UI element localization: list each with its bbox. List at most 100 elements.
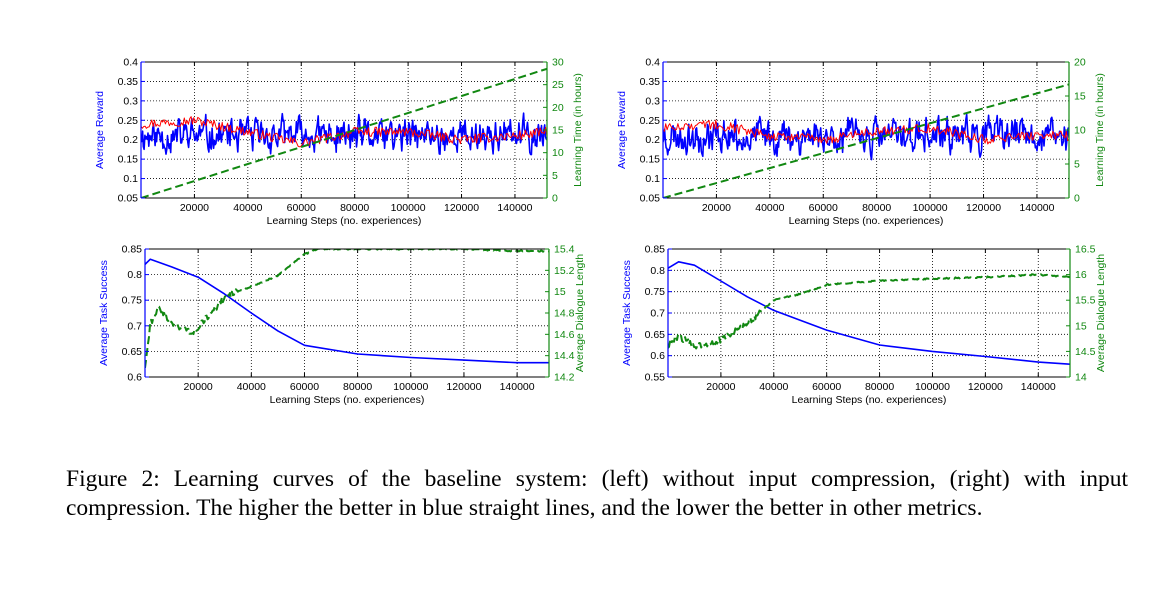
x-tick-label: 120000 [966,202,1001,214]
x-tick-label: 20000 [184,381,213,393]
y-axis-label: Average Task Success [98,260,110,366]
chart-bottom-right: 20000 40000 60000 80000 100000 120000 140000 0.… [621,244,1107,407]
y2-tick-label: 0 [552,193,558,205]
x-tick-label: 60000 [809,202,838,214]
series-group [145,249,549,369]
series-line-red [663,119,1069,145]
y-tick-label: 0.35 [118,76,139,88]
y-tick-label: 0.3 [123,95,138,107]
y-tick-label: 0.1 [645,173,660,185]
y-tick-label: 0.85 [645,244,666,256]
x-tick-label: 140000 [497,202,532,214]
series-line-green [141,67,547,198]
x-tick-label: 40000 [237,381,266,393]
y2-tick-label: 15 [1074,91,1086,103]
y-tick-label: 0.4 [123,57,138,69]
y-tick-label: 0.25 [118,115,139,127]
y2-tick-label: 14.8 [554,308,575,320]
y2-tick-label: 14 [1075,372,1087,384]
y2-tick-label: 10 [552,147,564,159]
y-tick-label: 0.7 [650,308,665,320]
y2-axis-label: Learning Time (in hours) [572,73,584,187]
series-line-green [663,83,1069,198]
y2-tick-label: 0 [1074,193,1080,205]
y-tick-label: 0.65 [122,346,143,358]
x-tick-label: 60000 [290,381,319,393]
y-tick-label: 0.15 [118,154,139,166]
y-tick-label: 0.85 [122,244,143,256]
y-tick-label: 0.8 [127,269,142,281]
series-line-red [141,116,547,148]
y-tick-label: 0.25 [640,115,661,127]
x-tick-label: 120000 [444,202,479,214]
y2-tick-label: 30 [552,57,564,69]
x-axis-label: Learning Steps (no. experiences) [267,215,422,227]
y-tick-label: 0.35 [640,76,661,88]
y2-tick-label: 20 [552,102,564,114]
y2-tick-label: 16 [1075,269,1087,281]
x-tick-label: 80000 [862,202,891,214]
x-axis-label: Learning Steps (no. experiences) [270,394,425,406]
x-tick-label: 120000 [968,381,1003,393]
y-tick-label: 0.2 [123,134,138,146]
x-tick-label: 60000 [812,381,841,393]
x-tick-label: 20000 [702,202,731,214]
y2-tick-label: 5 [552,170,558,182]
x-axis-label: Learning Steps (no. experiences) [792,394,947,406]
x-tick-label: 60000 [287,202,316,214]
y2-tick-label: 14.2 [554,372,575,384]
y2-tick-label: 25 [552,79,564,91]
chart-bottom-left: 20000 40000 60000 80000 100000 120000 140000 0.… [98,244,586,407]
x-tick-label: 40000 [759,381,788,393]
series-group [141,67,547,198]
series-line-blue [663,113,1069,161]
y2-tick-label: 5 [1074,159,1080,171]
x-tick-label: 20000 [180,202,209,214]
x-tick-label: 140000 [1021,381,1056,393]
y-tick-label: 0.7 [127,320,142,332]
y2-axis-label: Learning Time (in hours) [1094,73,1106,187]
x-tick-label: 100000 [913,202,948,214]
y-tick-label: 0.75 [645,286,666,298]
y-tick-label: 0.3 [645,95,660,107]
y-tick-label: 0.05 [640,193,661,205]
y2-axis-label: Average Dialogue Length [574,254,586,372]
chart-top-right: 20000 40000 60000 80000 100000 120000 140000 0.… [616,57,1106,228]
y-tick-label: 0.4 [645,57,660,69]
y-tick-label: 0.6 [650,350,665,362]
x-tick-label: 140000 [1019,202,1054,214]
y2-tick-label: 14.6 [554,329,575,341]
y-tick-label: 0.1 [123,173,138,185]
y2-tick-label: 20 [1074,57,1086,69]
y-tick-label: 0.05 [118,193,139,205]
x-tick-label: 80000 [343,381,372,393]
x-tick-label: 40000 [755,202,784,214]
y-tick-label: 0.75 [122,295,143,307]
y2-tick-label: 14.4 [554,350,575,362]
x-tick-label: 100000 [393,381,428,393]
y2-tick-label: 15 [552,125,564,137]
y2-tick-label: 15.2 [554,265,575,277]
series-line-blue [141,112,547,156]
y-tick-label: 0.6 [127,372,142,384]
x-tick-label: 120000 [446,381,481,393]
x-tick-label: 20000 [706,381,735,393]
y2-tick-label: 15.4 [554,244,575,256]
series-line-blue [145,258,549,364]
series-group [668,261,1070,365]
y2-tick-label: 15.5 [1075,295,1096,307]
x-tick-label: 40000 [233,202,262,214]
x-tick-label: 80000 [340,202,369,214]
x-axis-label: Learning Steps (no. experiences) [789,215,944,227]
series-line-blue [668,261,1070,365]
y-tick-label: 0.2 [645,134,660,146]
y-axis-label: Average Reward [94,91,106,169]
y-tick-label: 0.55 [645,372,666,384]
chart-top-left: 20000 40000 60000 80000 100000 120000 140000 0.… [94,57,584,228]
figure-caption: Figure 2: Learning curves of the baselin… [66,466,1128,521]
y-tick-label: 0.8 [650,265,665,277]
x-tick-label: 100000 [915,381,950,393]
y2-tick-label: 16.5 [1075,244,1096,256]
x-tick-label: 80000 [865,381,894,393]
